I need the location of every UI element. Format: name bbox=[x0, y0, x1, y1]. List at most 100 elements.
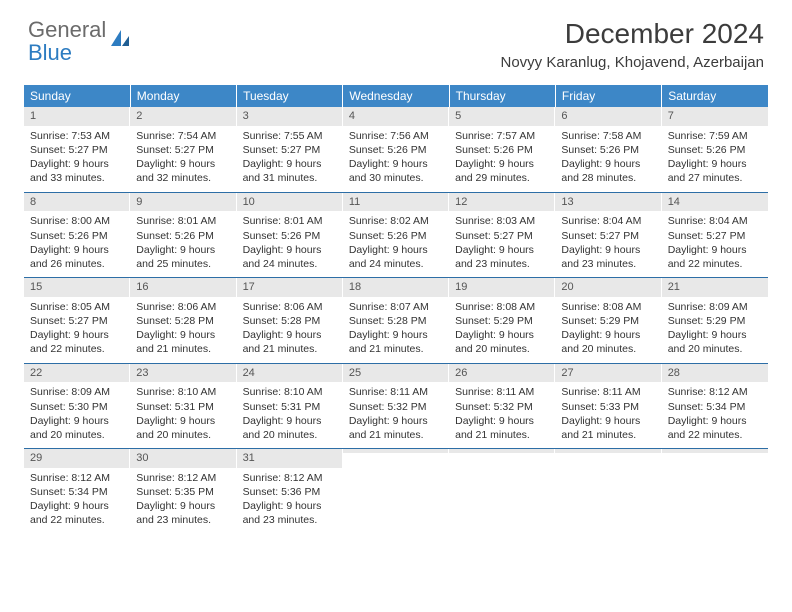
day-body: Sunrise: 8:06 AMSunset: 5:28 PMDaylight:… bbox=[237, 297, 343, 363]
sunrise-text: Sunrise: 8:01 AM bbox=[136, 214, 230, 228]
sunset-text: Sunset: 5:31 PM bbox=[136, 400, 230, 414]
day-body: Sunrise: 8:11 AMSunset: 5:32 PMDaylight:… bbox=[449, 382, 555, 448]
calendar-table: Sunday Monday Tuesday Wednesday Thursday… bbox=[24, 85, 768, 534]
day-header: Saturday bbox=[662, 85, 768, 107]
sunset-text: Sunset: 5:27 PM bbox=[455, 229, 549, 243]
day-body: Sunrise: 8:08 AMSunset: 5:29 PMDaylight:… bbox=[555, 297, 661, 363]
calendar-day-cell: 12Sunrise: 8:03 AMSunset: 5:27 PMDayligh… bbox=[449, 192, 555, 278]
sunrise-text: Sunrise: 8:05 AM bbox=[30, 300, 124, 314]
day-number: 9 bbox=[130, 193, 236, 212]
day-number: 22 bbox=[24, 364, 130, 383]
sunset-text: Sunset: 5:28 PM bbox=[136, 314, 230, 328]
day-number: 26 bbox=[449, 364, 555, 383]
day-number: 16 bbox=[130, 278, 236, 297]
day-body: Sunrise: 7:55 AMSunset: 5:27 PMDaylight:… bbox=[237, 126, 343, 192]
sunrise-text: Sunrise: 7:56 AM bbox=[349, 129, 443, 143]
day-number: 27 bbox=[555, 364, 661, 383]
calendar-day-cell: 18Sunrise: 8:07 AMSunset: 5:28 PMDayligh… bbox=[343, 278, 449, 364]
day-number: 20 bbox=[555, 278, 661, 297]
sunset-text: Sunset: 5:27 PM bbox=[136, 143, 230, 157]
calendar-day-cell: 9Sunrise: 8:01 AMSunset: 5:26 PMDaylight… bbox=[130, 192, 236, 278]
sunset-text: Sunset: 5:26 PM bbox=[668, 143, 762, 157]
day-number: 2 bbox=[130, 107, 236, 126]
calendar-day-cell: 4Sunrise: 7:56 AMSunset: 5:26 PMDaylight… bbox=[343, 107, 449, 192]
daylight-text: Daylight: 9 hours and 20 minutes. bbox=[243, 414, 337, 442]
day-number: 4 bbox=[343, 107, 449, 126]
daylight-text: Daylight: 9 hours and 20 minutes. bbox=[668, 328, 762, 356]
sunset-text: Sunset: 5:30 PM bbox=[30, 400, 124, 414]
day-body: Sunrise: 8:05 AMSunset: 5:27 PMDaylight:… bbox=[24, 297, 130, 363]
sunrise-text: Sunrise: 7:58 AM bbox=[561, 129, 655, 143]
sunset-text: Sunset: 5:26 PM bbox=[455, 143, 549, 157]
calendar-day-cell: 19Sunrise: 8:08 AMSunset: 5:29 PMDayligh… bbox=[449, 278, 555, 364]
daylight-text: Daylight: 9 hours and 24 minutes. bbox=[243, 243, 337, 271]
day-number: 13 bbox=[555, 193, 661, 212]
day-body: Sunrise: 7:53 AMSunset: 5:27 PMDaylight:… bbox=[24, 126, 130, 192]
sunset-text: Sunset: 5:28 PM bbox=[243, 314, 337, 328]
calendar-week-row: 1Sunrise: 7:53 AMSunset: 5:27 PMDaylight… bbox=[24, 107, 768, 192]
daylight-text: Daylight: 9 hours and 20 minutes. bbox=[561, 328, 655, 356]
sunrise-text: Sunrise: 8:10 AM bbox=[243, 385, 337, 399]
day-body: Sunrise: 7:58 AMSunset: 5:26 PMDaylight:… bbox=[555, 126, 661, 192]
daylight-text: Daylight: 9 hours and 21 minutes. bbox=[561, 414, 655, 442]
calendar-week-row: 15Sunrise: 8:05 AMSunset: 5:27 PMDayligh… bbox=[24, 278, 768, 364]
sunrise-text: Sunrise: 8:03 AM bbox=[455, 214, 549, 228]
sunrise-text: Sunrise: 8:11 AM bbox=[455, 385, 549, 399]
calendar-day-cell: 5Sunrise: 7:57 AMSunset: 5:26 PMDaylight… bbox=[449, 107, 555, 192]
sunset-text: Sunset: 5:31 PM bbox=[243, 400, 337, 414]
day-body: Sunrise: 8:07 AMSunset: 5:28 PMDaylight:… bbox=[343, 297, 449, 363]
day-body: Sunrise: 8:06 AMSunset: 5:28 PMDaylight:… bbox=[130, 297, 236, 363]
day-number: 19 bbox=[449, 278, 555, 297]
day-body: Sunrise: 8:03 AMSunset: 5:27 PMDaylight:… bbox=[449, 211, 555, 277]
daylight-text: Daylight: 9 hours and 21 minutes. bbox=[349, 328, 443, 356]
daylight-text: Daylight: 9 hours and 22 minutes. bbox=[668, 243, 762, 271]
sunrise-text: Sunrise: 8:09 AM bbox=[30, 385, 124, 399]
day-number: 3 bbox=[237, 107, 343, 126]
calendar-day-cell: 8Sunrise: 8:00 AMSunset: 5:26 PMDaylight… bbox=[24, 192, 130, 278]
sunrise-text: Sunrise: 8:12 AM bbox=[243, 471, 337, 485]
day-body: Sunrise: 7:54 AMSunset: 5:27 PMDaylight:… bbox=[130, 126, 236, 192]
day-body bbox=[555, 453, 661, 513]
sunrise-text: Sunrise: 8:10 AM bbox=[136, 385, 230, 399]
sunrise-text: Sunrise: 7:57 AM bbox=[455, 129, 549, 143]
calendar-day-cell bbox=[662, 449, 768, 534]
daylight-text: Daylight: 9 hours and 33 minutes. bbox=[30, 157, 124, 185]
calendar-day-cell: 14Sunrise: 8:04 AMSunset: 5:27 PMDayligh… bbox=[662, 192, 768, 278]
sunset-text: Sunset: 5:32 PM bbox=[349, 400, 443, 414]
day-number: 23 bbox=[130, 364, 236, 383]
day-body bbox=[662, 453, 768, 513]
calendar-day-cell: 7Sunrise: 7:59 AMSunset: 5:26 PMDaylight… bbox=[662, 107, 768, 192]
daylight-text: Daylight: 9 hours and 26 minutes. bbox=[30, 243, 124, 271]
sunset-text: Sunset: 5:27 PM bbox=[561, 229, 655, 243]
day-body: Sunrise: 8:00 AMSunset: 5:26 PMDaylight:… bbox=[24, 211, 130, 277]
sunrise-text: Sunrise: 7:54 AM bbox=[136, 129, 230, 143]
day-number: 8 bbox=[24, 193, 130, 212]
calendar-day-cell: 6Sunrise: 7:58 AMSunset: 5:26 PMDaylight… bbox=[555, 107, 661, 192]
calendar-week-row: 22 Sunrise: 8:09 AMSunset: 5:30 PM Dayligh… bbox=[24, 363, 768, 449]
day-number: 5 bbox=[449, 107, 555, 126]
day-body bbox=[343, 453, 449, 513]
calendar-day-cell: 20Sunrise: 8:08 AMSunset: 5:29 PMDayligh… bbox=[555, 278, 661, 364]
calendar-day-cell: 22Sunrise: 8:09 AMSunset: 5:30 PMDayligh… bbox=[24, 363, 130, 449]
day-body: Sunrise: 8:02 AMSunset: 5:26 PMDaylight:… bbox=[343, 211, 449, 277]
daylight-text: Daylight: 9 hours and 31 minutes. bbox=[243, 157, 337, 185]
sunrise-text: Sunrise: 8:12 AM bbox=[30, 471, 124, 485]
calendar-week-row: 8Sunrise: 8:00 AMSunset: 5:26 PMDaylight… bbox=[24, 192, 768, 278]
calendar-day-cell: 23Sunrise: 8:10 AMSunset: 5:31 PMDayligh… bbox=[130, 363, 236, 449]
calendar-day-cell: 21Sunrise: 8:09 AMSunset: 5:29 PMDayligh… bbox=[662, 278, 768, 364]
day-number: 11 bbox=[343, 193, 449, 212]
day-number: 21 bbox=[662, 278, 768, 297]
day-number: 7 bbox=[662, 107, 768, 126]
daylight-text: Daylight: 9 hours and 25 minutes. bbox=[136, 243, 230, 271]
day-body: Sunrise: 7:57 AMSunset: 5:26 PMDaylight:… bbox=[449, 126, 555, 192]
day-header: Monday bbox=[130, 85, 236, 107]
day-header: Sunday bbox=[24, 85, 130, 107]
sunset-text: Sunset: 5:33 PM bbox=[561, 400, 655, 414]
calendar-day-cell: 2Sunrise: 7:54 AMSunset: 5:27 PMDaylight… bbox=[130, 107, 236, 192]
day-header: Thursday bbox=[449, 85, 555, 107]
day-number: 14 bbox=[662, 193, 768, 212]
sunrise-text: Sunrise: 8:09 AM bbox=[668, 300, 762, 314]
sunset-text: Sunset: 5:26 PM bbox=[349, 229, 443, 243]
daylight-text: Daylight: 9 hours and 28 minutes. bbox=[561, 157, 655, 185]
day-body: Sunrise: 8:04 AMSunset: 5:27 PMDaylight:… bbox=[555, 211, 661, 277]
